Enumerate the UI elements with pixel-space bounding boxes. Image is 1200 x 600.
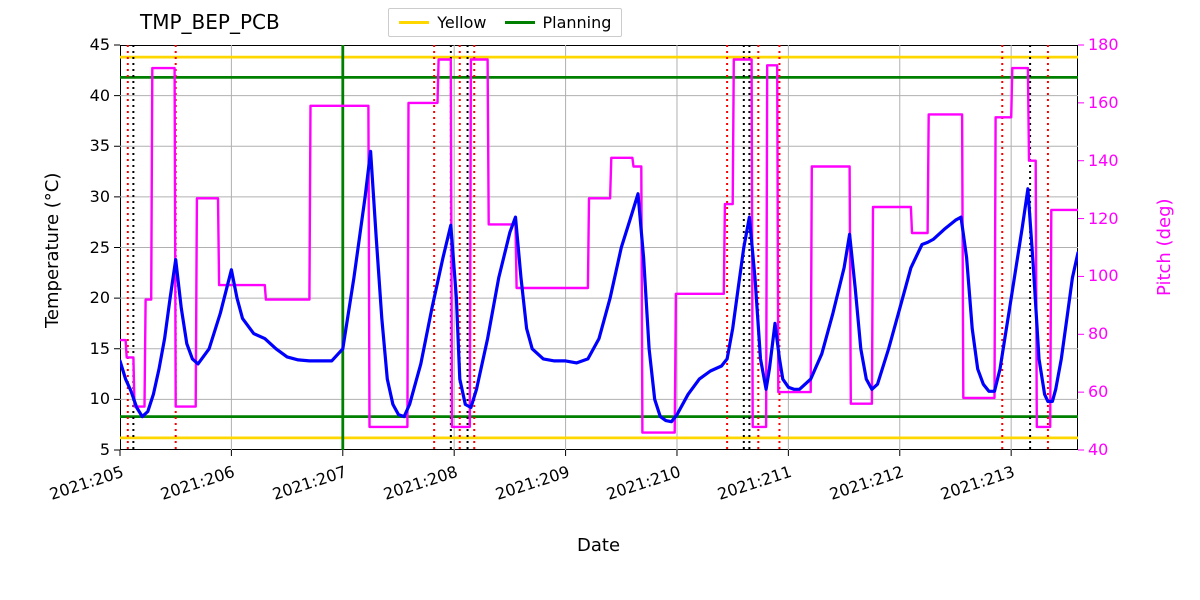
ytick-left-label: 40: [90, 86, 110, 105]
temperature-series: [120, 151, 1078, 421]
ytick-left-label: 25: [90, 238, 110, 257]
ytick-right-label: 100: [1088, 266, 1119, 285]
figure-root: TMP_BEP_PCB YellowPlanning Date Temperat…: [0, 0, 1200, 600]
ytick-right-label: 140: [1088, 151, 1119, 170]
y-axis-left-label: Temperature (°C): [42, 172, 63, 327]
ytick-right-label: 40: [1088, 440, 1108, 459]
ytick-left-label: 45: [90, 35, 110, 54]
ytick-right-label: 180: [1088, 35, 1119, 54]
x-axis-label: Date: [577, 535, 620, 556]
ytick-left-label: 15: [90, 339, 110, 358]
ytick-left-label: 30: [90, 187, 110, 206]
pitch-series: [120, 60, 1078, 433]
y-axis-right-label: Pitch (deg): [1154, 198, 1175, 296]
ytick-right-label: 160: [1088, 93, 1119, 112]
ytick-left-label: 5: [100, 440, 110, 459]
ytick-right-label: 120: [1088, 209, 1119, 228]
ytick-left-label: 10: [90, 389, 110, 408]
ytick-left-label: 35: [90, 136, 110, 155]
ytick-right-label: 80: [1088, 324, 1108, 343]
plot-svg: [0, 0, 1200, 600]
ytick-right-label: 60: [1088, 382, 1108, 401]
ytick-left-label: 20: [90, 288, 110, 307]
